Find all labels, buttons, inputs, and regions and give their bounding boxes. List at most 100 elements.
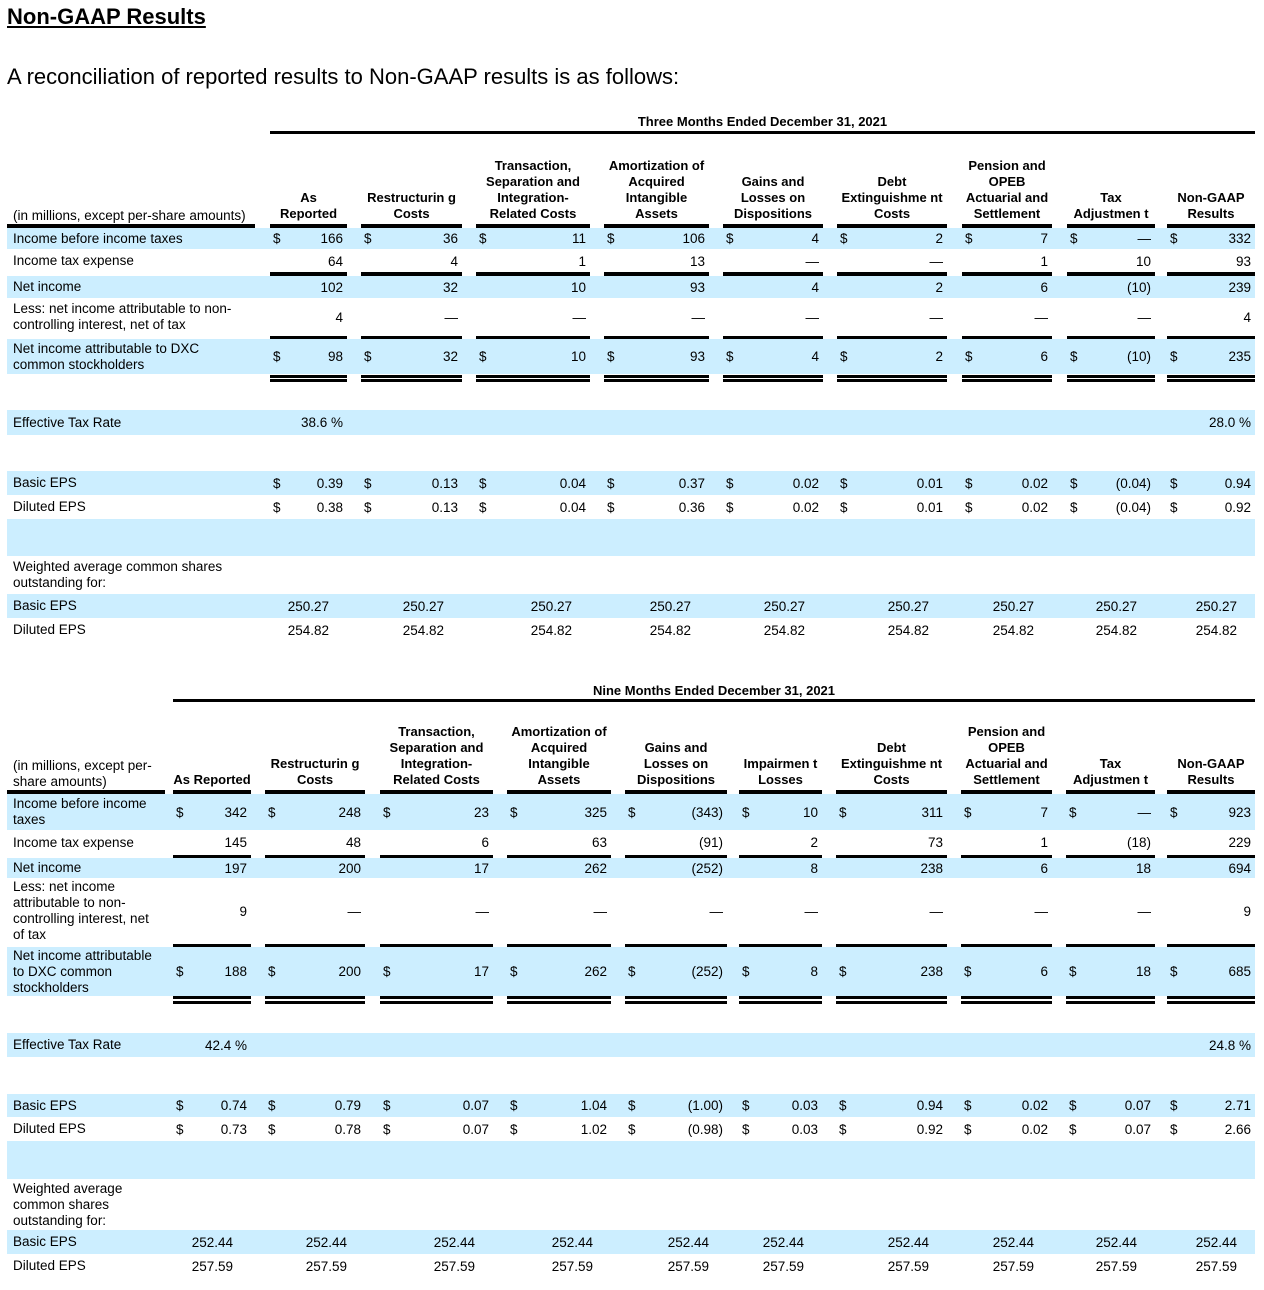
column-rule (836, 996, 947, 999)
column-header-text: As Reported (279, 190, 338, 221)
value-cell: 254.82 (604, 618, 709, 642)
column-header: Pension and OPEB Actuarial and Settlemen… (961, 704, 1052, 788)
period-rule (173, 699, 1255, 702)
table-row (7, 1179, 1255, 1230)
cell-value: 7 (1040, 804, 1048, 820)
column-header-text: Restructurin g Costs (270, 756, 360, 787)
cell-value: 252.44 (1095, 1234, 1137, 1250)
column-rule (361, 224, 462, 228)
cell-value: 0.78 (334, 1121, 361, 1137)
cell-value: 24.8 % (1208, 1037, 1251, 1053)
cell-value: 2.71 (1224, 1098, 1251, 1113)
cell-value: 252.44 (551, 1234, 593, 1250)
cell-value: 28.0 % (1208, 415, 1251, 430)
cell-value: — (929, 309, 944, 325)
dollar-sign: $ (273, 349, 281, 364)
cell-value: 11 (571, 231, 586, 246)
value-cell: 254.82 (361, 618, 462, 642)
value-cell: 38.6 % (270, 410, 347, 435)
value-cell: $0.39 (270, 471, 347, 495)
dollar-sign: $ (1070, 475, 1078, 491)
dollar-sign: $ (965, 231, 973, 246)
value-cell: 252.44 (1167, 1230, 1255, 1254)
column-rule (507, 944, 611, 947)
dollar-sign: $ (1069, 804, 1077, 820)
value-cell: $ (10) (1067, 339, 1155, 374)
column-rule (625, 790, 727, 794)
cell-value: 10 (802, 804, 818, 820)
table-row (7, 858, 1255, 878)
value-cell: $ — (1066, 794, 1155, 830)
cell-value: 17 (473, 964, 489, 979)
cell-value: — (929, 253, 944, 269)
cell-value: 325 (584, 804, 607, 820)
value-cell: — (723, 250, 823, 272)
value-cell: — (723, 298, 823, 336)
value-cell: $ (252) (625, 947, 727, 996)
column-rule (1067, 336, 1155, 339)
dollar-sign: $ (1170, 499, 1178, 515)
cell-value: 0.79 (334, 1098, 361, 1113)
table-row (7, 1057, 1255, 1094)
column-rule (173, 855, 251, 858)
column-rule (1167, 379, 1255, 382)
cell-value: 106 (682, 231, 705, 246)
row-label: Diluted EPS (13, 1121, 86, 1136)
value-cell: (252) (625, 858, 727, 878)
cell-value: 42.4 % (204, 1037, 247, 1053)
dollar-sign: $ (1069, 1098, 1077, 1113)
value-cell: — (837, 298, 947, 336)
value-cell: 6 (380, 830, 493, 855)
value-cell: $36 (361, 228, 462, 249)
dollar-sign: $ (479, 231, 487, 246)
column-rule (1067, 379, 1155, 382)
dollar-sign: $ (742, 1098, 750, 1113)
table-row (7, 519, 1255, 556)
column-rule (962, 224, 1052, 228)
column-rule (961, 1001, 1052, 1004)
cell-value: 252.44 (433, 1234, 475, 1250)
cell-value: — (1137, 309, 1152, 325)
value-cell: 6 (961, 858, 1052, 878)
value-cell: — (380, 878, 493, 944)
column-rule (173, 944, 251, 947)
value-cell: $248 (265, 794, 365, 830)
column-rule (962, 379, 1052, 382)
column-rule (836, 855, 947, 858)
cell-value: 248 (338, 804, 361, 820)
value-cell: 17 (380, 858, 493, 878)
cell-value: 0.02 (792, 499, 819, 515)
value-cell: $7 (961, 794, 1052, 830)
column-header: Tax Adjustmen t (1067, 136, 1155, 222)
row-label: Basic EPS (13, 598, 77, 613)
cell-value: 0.03 (791, 1098, 818, 1113)
column-header-text: Debt Extinguishme nt Costs (840, 740, 943, 787)
value-cell: 145 (173, 830, 251, 855)
cell-value: 93 (1235, 253, 1251, 269)
value-cell: — (962, 298, 1052, 336)
column-header: Restructurin g Costs (361, 136, 462, 222)
cell-value: 254.82 (1095, 622, 1137, 638)
period-heading: Nine Months Ended December 31, 2021 (592, 683, 836, 698)
value-cell: $238 (836, 947, 947, 996)
dollar-sign: $ (839, 804, 847, 820)
value-cell: $4 (723, 228, 823, 249)
column-rule (476, 336, 590, 339)
value-cell: $6 (961, 947, 1052, 996)
column-rule (270, 375, 347, 378)
column-rule (1167, 1001, 1255, 1004)
table-row (7, 1141, 1255, 1179)
column-rule (1066, 1001, 1155, 1004)
column-rule (361, 379, 462, 382)
cell-value: 252.44 (191, 1234, 233, 1250)
column-rule (270, 224, 347, 228)
value-cell: 42.4 % (173, 1033, 251, 1057)
column-rule (1167, 855, 1255, 858)
value-cell: $262 (507, 947, 611, 996)
cell-value: — (709, 903, 724, 919)
cell-value: 250.27 (649, 598, 691, 614)
column-rule (961, 996, 1052, 999)
column-rule (265, 996, 365, 999)
column-rule (836, 1001, 947, 1004)
value-cell: $0.07 (1066, 1094, 1155, 1117)
